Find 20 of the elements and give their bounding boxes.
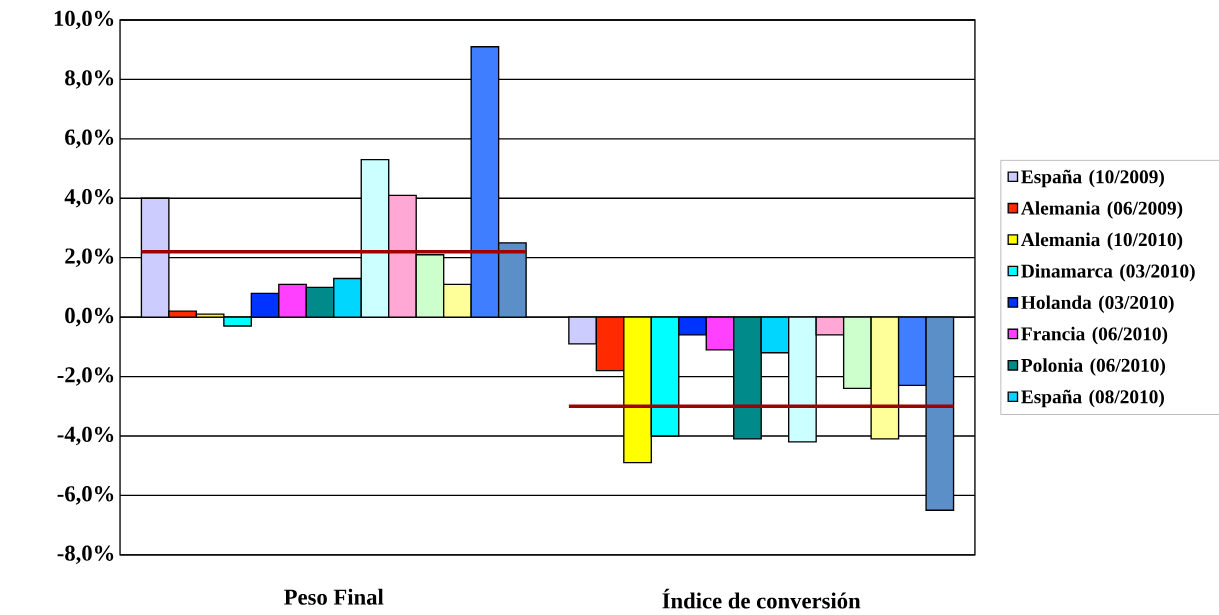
y-tick-label: -4,0%	[57, 426, 114, 446]
legend-label: España (08/2010)	[1021, 389, 1164, 408]
y-tick-label: -6,0%	[57, 486, 114, 505]
legend-label: Alemania (10/2010)	[1021, 232, 1183, 251]
legend-label: Francia (06/2010)	[1021, 326, 1168, 345]
y-tick-label: 4,0%	[64, 189, 114, 208]
legend-label: Holanda (03/2010)	[1021, 295, 1174, 314]
y-tick-label: 2,0%	[65, 248, 114, 268]
y-tick-label: -8,0%	[57, 545, 114, 565]
legend-label: Alemania (06/2009)	[1021, 201, 1183, 219]
y-tick-label: 10,0%	[54, 10, 114, 30]
y-tick-label: 6,0%	[65, 129, 114, 149]
x-tick-label: Peso Final	[284, 588, 384, 605]
y-tick-label: -2,0%	[57, 367, 114, 386]
x-tick-label: Índice de conversión	[662, 588, 861, 609]
legend-label: Dinamarca (03/2010)	[1021, 264, 1195, 282]
legend-label: Polonia (06/2010)	[1021, 358, 1166, 376]
y-tick-label: 8,0%	[65, 70, 114, 89]
y-tick-label: 0,0%	[65, 307, 114, 327]
legend-label: España (10/2009)	[1021, 169, 1164, 188]
